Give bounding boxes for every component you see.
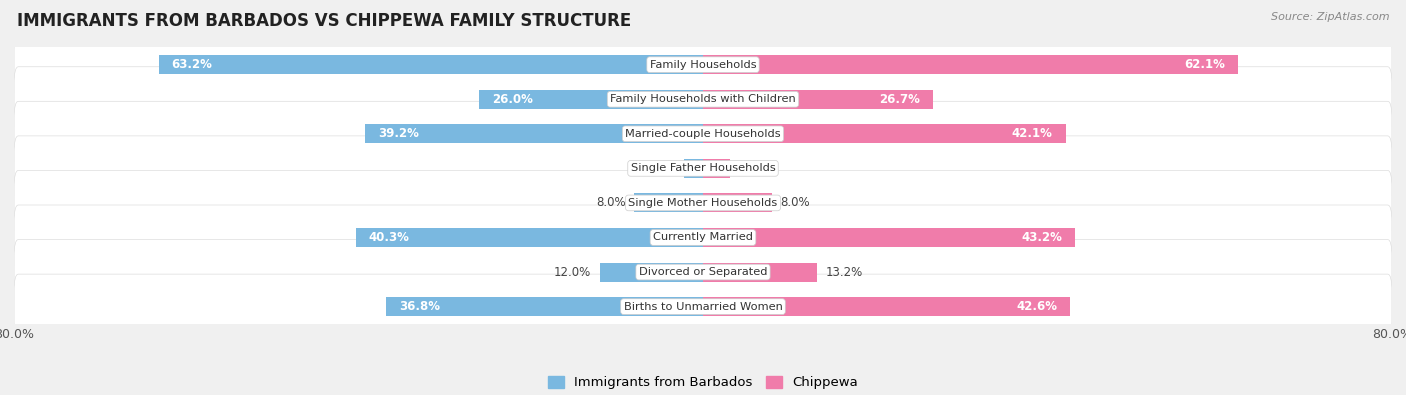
Text: Family Households with Children: Family Households with Children [610, 94, 796, 104]
Text: Married-couple Households: Married-couple Households [626, 129, 780, 139]
Bar [703, 55, 1237, 74]
FancyBboxPatch shape [14, 67, 1392, 132]
Text: 8.0%: 8.0% [780, 196, 810, 209]
Text: IMMIGRANTS FROM BARBADOS VS CHIPPEWA FAMILY STRUCTURE: IMMIGRANTS FROM BARBADOS VS CHIPPEWA FAM… [17, 12, 631, 30]
Text: 42.1%: 42.1% [1012, 127, 1053, 140]
Bar [479, 90, 703, 109]
Bar [356, 228, 703, 247]
Bar [366, 124, 703, 143]
FancyBboxPatch shape [14, 205, 1392, 270]
Bar [703, 297, 1070, 316]
Text: Family Households: Family Households [650, 60, 756, 70]
Text: 63.2%: 63.2% [172, 58, 212, 71]
FancyBboxPatch shape [14, 32, 1392, 97]
Text: 3.1%: 3.1% [738, 162, 768, 175]
FancyBboxPatch shape [14, 171, 1392, 235]
Text: 12.0%: 12.0% [554, 265, 591, 278]
Bar [703, 194, 772, 213]
Bar [634, 194, 703, 213]
Text: Single Mother Households: Single Mother Households [628, 198, 778, 208]
Text: Births to Unmarried Women: Births to Unmarried Women [624, 302, 782, 312]
Bar [599, 263, 703, 282]
Bar [685, 159, 703, 178]
Bar [703, 263, 817, 282]
Text: 26.7%: 26.7% [879, 93, 920, 106]
Bar [703, 124, 1066, 143]
Text: Divorced or Separated: Divorced or Separated [638, 267, 768, 277]
Text: 43.2%: 43.2% [1021, 231, 1062, 244]
FancyBboxPatch shape [14, 239, 1392, 305]
Text: 40.3%: 40.3% [368, 231, 409, 244]
Text: 62.1%: 62.1% [1184, 58, 1225, 71]
FancyBboxPatch shape [14, 136, 1392, 201]
Bar [703, 228, 1076, 247]
Text: Currently Married: Currently Married [652, 233, 754, 243]
Text: 8.0%: 8.0% [596, 196, 626, 209]
Text: 42.6%: 42.6% [1017, 300, 1057, 313]
FancyBboxPatch shape [14, 274, 1392, 339]
Bar [159, 55, 703, 74]
Bar [387, 297, 703, 316]
Text: 39.2%: 39.2% [378, 127, 419, 140]
FancyBboxPatch shape [14, 101, 1392, 166]
Text: 26.0%: 26.0% [492, 93, 533, 106]
Text: Source: ZipAtlas.com: Source: ZipAtlas.com [1271, 12, 1389, 22]
Bar [703, 90, 934, 109]
Text: 36.8%: 36.8% [399, 300, 440, 313]
Bar [703, 159, 730, 178]
Legend: Immigrants from Barbados, Chippewa: Immigrants from Barbados, Chippewa [543, 371, 863, 395]
Text: 13.2%: 13.2% [825, 265, 862, 278]
Text: 2.2%: 2.2% [645, 162, 675, 175]
Text: Single Father Households: Single Father Households [631, 164, 775, 173]
